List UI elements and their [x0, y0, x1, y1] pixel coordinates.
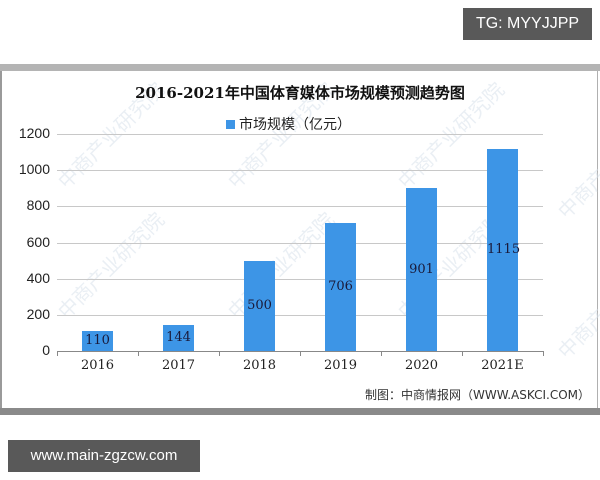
legend: 市场规模（亿元）: [226, 114, 351, 134]
y-tick-label: 0: [42, 342, 50, 358]
bar-value-label: 706: [328, 279, 353, 295]
x-tick: [462, 351, 463, 356]
bar-2021E: 1115: [487, 149, 521, 351]
bar-2018: 500: [244, 260, 275, 351]
y-tick-label: 200: [26, 305, 50, 322]
x-tick-label: 2020: [404, 358, 439, 373]
bar-2020: 901: [406, 188, 437, 351]
bar-value-label: 110: [85, 333, 110, 349]
tg-badge: TG: MYYJJPP: [463, 8, 592, 40]
x-tick: [543, 351, 544, 356]
x-tick-label: 2016: [80, 358, 115, 373]
bar-value-label: 144: [166, 329, 191, 345]
gridline: [57, 206, 543, 208]
x-tick-label: 2021E: [481, 358, 524, 373]
bar-2017: 144: [163, 324, 194, 351]
legend-label: 市场规模（亿元）: [239, 117, 351, 133]
gridline: [57, 278, 543, 280]
y-tick-label: 1000: [18, 161, 50, 178]
bar-value-label: 1115: [487, 242, 521, 258]
y-tick-label: 1200: [18, 125, 50, 141]
bar-value-label: 901: [409, 261, 434, 277]
y-tick-label: 800: [26, 197, 50, 214]
gridline: [57, 170, 543, 172]
x-tick: [57, 351, 58, 356]
plot-area: 110 144 500 706 901 1115: [57, 134, 544, 356]
site-badge: www.main-zgzcw.com: [8, 440, 200, 472]
frame-bottom-border: [0, 408, 600, 415]
bar-2016: 110: [82, 331, 113, 351]
x-tick-label: 2017: [161, 358, 196, 373]
y-tick-label: 400: [26, 269, 50, 286]
y-tick-label: 600: [26, 233, 50, 250]
source-note: 制图：中商情报网（WWW.ASKCI.COM）: [365, 388, 590, 402]
legend-swatch-icon: [226, 119, 235, 129]
bar-value-label: 500: [247, 297, 272, 313]
chart-title: 2016-2021年中国体育媒体市场规模预测趋势图: [135, 84, 465, 102]
gridline: [57, 134, 543, 135]
frame-top-border: [0, 64, 600, 71]
gridline: [57, 242, 543, 244]
x-tick: [381, 351, 382, 356]
x-tick: [219, 351, 220, 356]
x-tick-label: 2019: [323, 358, 358, 373]
gridline: [57, 314, 543, 316]
bar-2019: 706: [325, 223, 356, 351]
x-tick: [300, 351, 301, 356]
x-tick: [138, 351, 139, 356]
x-tick-label: 2018: [242, 358, 277, 373]
